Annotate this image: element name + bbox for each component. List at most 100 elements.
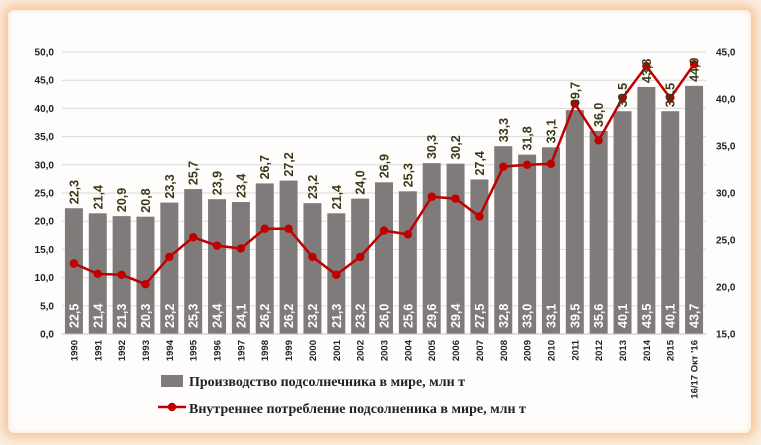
bar-value-label: 27,4 [473,151,487,175]
bar [303,203,322,334]
x-tick-label: 1992 [117,340,128,361]
bar-value-label: 33,3 [497,118,511,142]
bar-value-label: 30,3 [425,135,439,159]
legend-line-marker [167,402,177,412]
bar-value-label: 24,0 [354,170,368,194]
legend-bar-swatch [161,375,183,387]
line-point [284,224,293,233]
line-value-label: 21,3 [115,304,129,328]
x-tick-label: 1997 [236,340,247,361]
line-value-label: 40,1 [664,304,678,328]
x-tick-label: 1994 [165,339,176,361]
line-point [236,244,246,253]
bar-value-label: 23,3 [163,174,177,198]
bar-value-label: 23,9 [211,171,225,195]
bar [565,110,584,334]
line-value-label: 25,3 [187,304,201,328]
y-right-tick-label: 30,0 [716,189,736,200]
y-right-tick-label: 20,0 [716,283,736,294]
line-point [188,232,198,242]
line-value-label: 26,2 [282,304,296,328]
line-value-label: 24,4 [211,304,225,328]
line-value-label: 23,2 [354,304,368,328]
legend-line-label: Внутреннее потребление подсолненика в ми… [189,402,526,417]
bar-value-label: 23,2 [306,175,320,199]
bar [470,179,489,334]
bar-value-label: 44,0 [688,57,702,81]
line-value-label: 39,5 [568,304,582,328]
x-tick-label: 1991 [93,339,104,361]
line-value-label: 26,2 [258,304,272,328]
line-point [475,212,484,221]
line-point [666,93,675,103]
line-point [141,279,150,289]
x-tick-label: 2013 [618,340,629,361]
legend: Производство подсолнечника в мире, млн т… [158,375,526,417]
bar-value-label: 20,9 [115,188,129,212]
bar [184,189,203,334]
bar-value-label: 30,2 [449,135,463,159]
bar [208,199,227,334]
y-left-tick-label: 20,0 [35,217,55,228]
x-tick-label: 1996 [213,340,224,361]
x-tick-label: 2008 [499,340,510,361]
y-right-tick-label: 40,0 [716,95,736,106]
x-axis: 1990 1991 1992 1993 1994 1995 1996 1997 1998 1999… [62,333,706,399]
bar-value-label: 31,8 [521,126,535,150]
x-tick-label: 1999 [284,340,295,361]
x-tick-label: 1993 [141,340,152,361]
line-value-label: 20,3 [139,304,153,328]
bar [518,154,537,334]
line-point [308,252,317,262]
bar [64,208,83,334]
data-labels: 22,3 21,4 20,9 20,8 23,3 25,7 23,9 23,4 26,7 27,2… [67,57,701,328]
bar [589,130,608,334]
line-point [642,61,651,71]
y-left-tick-label: 10,0 [35,273,55,284]
y-left-tick-label: 45,0 [35,76,55,87]
bar-value-label: 36,0 [592,103,606,127]
x-tick-label: 2006 [451,340,462,361]
bar-value-label: 20,8 [139,188,153,212]
line-value-label: 25,6 [401,304,415,328]
y-left-tick-label: 25,0 [35,189,55,200]
line-value-label: 40,1 [616,304,630,328]
y-axis-left: 0,0 5,0 10,0 15,0 20,0 25,0 30,0 35,0 40,0 45,0 50… [35,48,55,341]
line-point [522,160,532,169]
y-left-tick-label: 35,0 [35,132,55,143]
bar [351,198,370,334]
line-point [546,159,556,169]
line-value-label: 29,6 [425,304,439,328]
line-value-label: 23,2 [306,304,320,328]
line-point [117,270,126,279]
bar [613,111,632,334]
bar-value-label: 23,4 [234,174,248,198]
y-right-tick-label: 45,0 [716,48,736,59]
bar-value-label: 25,3 [401,163,415,187]
bar [685,85,704,334]
x-tick-label: 2000 [308,340,319,361]
y-left-tick-label: 0,0 [40,330,54,341]
line-value-label: 43,7 [688,304,702,328]
x-tick-label: 2003 [380,340,391,361]
x-tick-label: 2005 [427,339,438,361]
bar [255,183,274,334]
bar [446,163,465,334]
line-value-label: 33,1 [544,304,558,328]
bar-value-label: 26,9 [378,154,392,178]
line-value-label: 21,4 [91,304,105,328]
line-value-label: 26,0 [378,304,392,328]
bar [541,147,560,334]
line-point [355,252,365,262]
bar-value-label: 39,7 [568,82,582,106]
bar [494,146,513,334]
line-point [93,269,102,279]
legend-bar-label: Производство подсолнечника в мире, млн т [189,375,465,390]
x-tick-label: 2012 [594,340,605,361]
line-value-label: 23,2 [163,304,177,328]
bar [637,86,656,334]
line-point [212,241,222,250]
bar-series [64,85,704,334]
line-point [451,194,460,203]
x-tick-label: 2010 [546,340,557,361]
